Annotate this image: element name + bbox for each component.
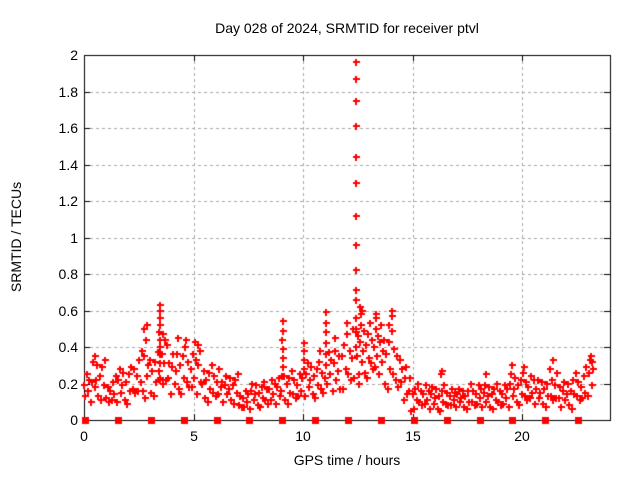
x-axis-title: GPS time / hours [293,452,401,468]
y-tick-label: 1.4 [58,157,78,173]
x-tick-label: 20 [514,428,530,444]
chart-title: Day 028 of 2024, SRMTID for receiver ptv… [215,20,479,36]
y-tick-label: 1.2 [58,193,78,209]
y-tick-label: 1.6 [58,120,78,136]
x-tick-label: 5 [190,428,198,444]
y-tick-label: 0.6 [58,303,78,319]
y-tick-label: 1 [70,230,78,246]
y-tick-label: 0.4 [58,339,78,355]
y-tick-label: 0.2 [58,376,78,392]
x-tick-label: 15 [405,428,421,444]
x-tick-label: 0 [80,428,88,444]
y-tick-label: 2 [70,47,78,63]
y-tick-label: 0.8 [58,266,78,282]
y-axis-title: SRMTID / TECUs [8,181,24,293]
x-tick-label: 10 [295,428,311,444]
y-tick-label: 0 [70,412,78,428]
y-tick-label: 1.8 [58,84,78,100]
